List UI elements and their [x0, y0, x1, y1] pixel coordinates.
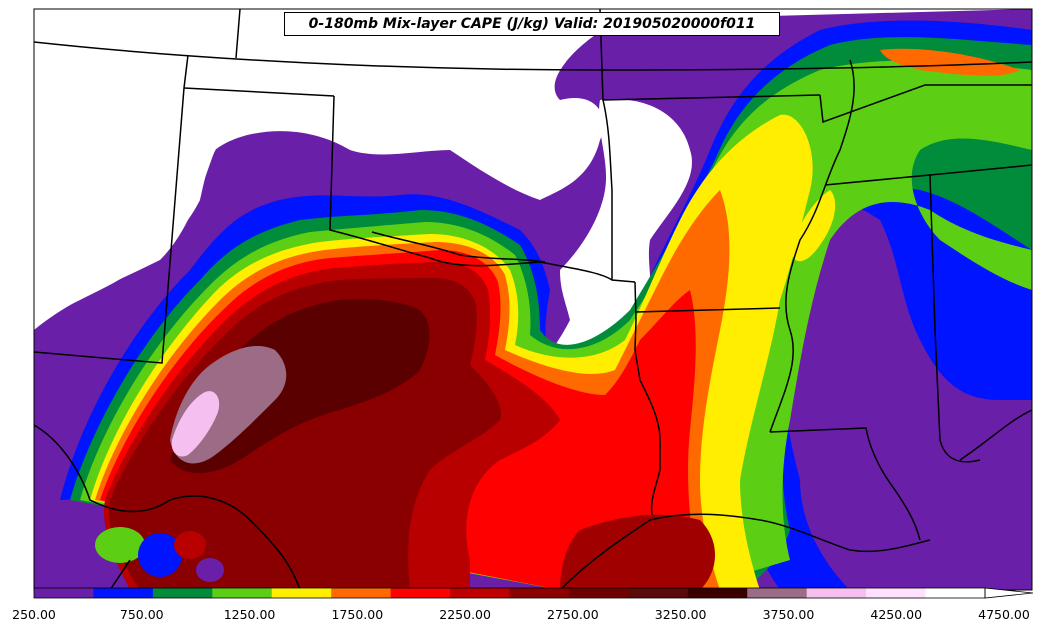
- colorbar-tick-label: 250.00: [12, 607, 56, 622]
- boundary-tx-red-river: [371, 231, 546, 263]
- boundary-mexico-west: [109, 559, 131, 590]
- colorbar-segment: [93, 588, 154, 598]
- boundary-oklahoma-east: [634, 281, 661, 516]
- cape-band-northeast: [880, 48, 1020, 76]
- cape-blob-sw-2: [138, 533, 182, 577]
- colorbar-tick-label: 3250.00: [654, 607, 707, 622]
- boundary-arkansas-south: [635, 307, 781, 313]
- colorbar-tick-label: 4250.00: [870, 607, 923, 622]
- colorbar-segment: [747, 588, 808, 598]
- colorbar-segment: [331, 588, 392, 598]
- boundary-north: [34, 41, 1032, 71]
- colorbar-segment: [628, 588, 689, 598]
- colorbar-tick-label: 750.00: [119, 607, 164, 622]
- boundary-arkansas-north: [819, 84, 1032, 124]
- cape-gap-blue-purple-interior: [785, 196, 1032, 590]
- boundary-rio-grande: [34, 424, 301, 590]
- colorbar-segment: [568, 588, 629, 598]
- boundary-nm-west: [34, 54, 189, 364]
- cape-fill-layer: [34, 9, 1032, 590]
- boundary-alabama: [929, 164, 1032, 176]
- colorbar-segment: [806, 588, 867, 598]
- colorbar-tick-label: 1750.00: [331, 607, 384, 622]
- map-title: 0-180mb Mix-layer CAPE (J/kg) Valid: 201…: [284, 12, 780, 36]
- colorbar-segment: [450, 588, 510, 598]
- cape-blob-sw-4: [196, 558, 224, 582]
- colorbar-segment: [271, 588, 332, 598]
- boundary-colorado-west: [235, 9, 241, 59]
- boundary-oklahoma: [602, 99, 613, 280]
- boundary-lines: [34, 9, 1032, 590]
- colorbar-segment: [509, 588, 570, 598]
- colorbar-segment: [212, 588, 273, 598]
- colorbar-segment: [34, 588, 94, 598]
- colorbar: [33, 587, 1034, 599]
- colorbar-tick-label: 2250.00: [439, 607, 491, 622]
- colorbar-segment: [390, 588, 451, 598]
- colorbar-segment: [687, 588, 748, 598]
- colorbar-segment: [925, 588, 986, 598]
- colorbar-segment: [866, 588, 927, 598]
- boundary-se-coast: [959, 409, 1032, 461]
- cape-gap-north: [34, 9, 592, 320]
- colorbar-tick-label: 1250.00: [223, 607, 276, 622]
- cape-gap-oklahoma: [530, 99, 692, 392]
- colorbar-tick-label: 4750.00: [978, 607, 1030, 622]
- colorbar-segment: [152, 588, 213, 598]
- cape-blob-sw-3: [174, 531, 206, 559]
- boundary-louisiana: [769, 427, 921, 541]
- cape-contour-maroon-south: [560, 514, 715, 590]
- boundary-nm-colorado: [183, 87, 335, 97]
- colorbar-border: [33, 587, 986, 599]
- boundary-mississippi-river: [769, 59, 855, 433]
- cape-blob-sw-1: [95, 527, 145, 563]
- colorbar-tick-label: 2750.00: [547, 607, 599, 622]
- colorbar-tick-label: 3750.00: [762, 607, 815, 622]
- cape-band-arklatex: [790, 190, 836, 262]
- boundary-gulf-coast: [559, 513, 931, 590]
- cape-contour-pink: [171, 391, 220, 457]
- boundary-mississippi: [824, 174, 981, 463]
- boundary-nm-tx-panhandle: [329, 95, 636, 283]
